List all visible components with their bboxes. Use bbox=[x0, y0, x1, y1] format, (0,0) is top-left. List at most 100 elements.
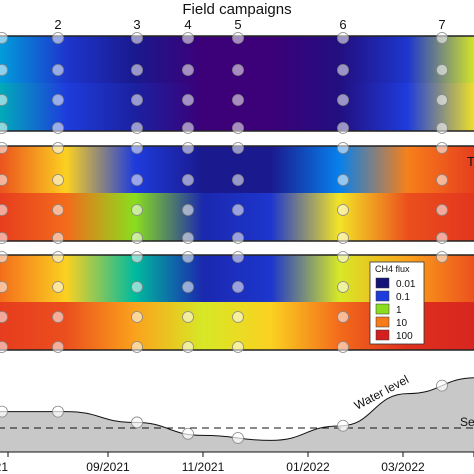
sample-point bbox=[0, 64, 8, 76]
sample-point bbox=[182, 311, 194, 323]
legend-swatch bbox=[375, 316, 390, 328]
sample-point bbox=[232, 251, 244, 263]
campaign-label: 3 bbox=[133, 17, 140, 32]
legend-label: 0.01 bbox=[396, 279, 416, 290]
legend-swatch bbox=[375, 303, 390, 315]
legend-label: 0.1 bbox=[396, 292, 410, 303]
legend-swatch bbox=[375, 290, 390, 302]
sample-point bbox=[131, 64, 143, 76]
sample-point bbox=[131, 174, 143, 186]
sample-point bbox=[232, 64, 244, 76]
sample-point bbox=[436, 232, 448, 244]
legend-title: CH4 flux bbox=[375, 264, 410, 274]
sample-point bbox=[0, 251, 8, 263]
sample-point bbox=[52, 32, 64, 44]
sample-point bbox=[131, 32, 143, 44]
sample-point bbox=[0, 204, 8, 216]
sample-point bbox=[436, 32, 448, 44]
legend-label: 1 bbox=[396, 305, 402, 316]
sample-point bbox=[52, 204, 64, 216]
heatmap-panel-1 bbox=[0, 35, 474, 132]
time-tick-label: 09/2021 bbox=[86, 460, 130, 474]
sample-point bbox=[131, 204, 143, 216]
svg-text:CH4 flux: CH4 flux bbox=[375, 264, 410, 274]
legend-swatch bbox=[375, 277, 390, 289]
sample-point bbox=[52, 94, 64, 106]
chart-title: Field campaigns bbox=[182, 1, 291, 18]
sample-point bbox=[232, 122, 244, 134]
sample-point bbox=[436, 94, 448, 106]
sample-point bbox=[232, 94, 244, 106]
sample-point bbox=[182, 281, 194, 293]
sample-point bbox=[182, 204, 194, 216]
sample-point bbox=[337, 64, 349, 76]
sample-point bbox=[182, 341, 194, 353]
sample-point bbox=[0, 281, 8, 293]
sample-point bbox=[232, 281, 244, 293]
sample-point bbox=[436, 142, 448, 154]
sample-point bbox=[131, 94, 143, 106]
sample-point bbox=[337, 341, 349, 353]
water-level-point bbox=[52, 405, 64, 418]
sample-point bbox=[436, 204, 448, 216]
sample-point bbox=[232, 311, 244, 323]
sample-point bbox=[182, 142, 194, 154]
sample-point bbox=[52, 281, 64, 293]
sample-point bbox=[337, 251, 349, 263]
reference-label: Se bbox=[460, 415, 474, 429]
sample-point bbox=[337, 32, 349, 44]
sample-point bbox=[0, 94, 8, 106]
water-level-point bbox=[131, 416, 143, 429]
legend-label: 100 bbox=[396, 331, 413, 342]
sample-point bbox=[0, 32, 8, 44]
sample-point bbox=[232, 341, 244, 353]
sample-point bbox=[52, 174, 64, 186]
sample-point bbox=[52, 341, 64, 353]
sample-point bbox=[232, 32, 244, 44]
campaign-label: 6 bbox=[339, 17, 346, 32]
sample-point bbox=[131, 232, 143, 244]
sample-point bbox=[0, 122, 8, 134]
sample-point bbox=[436, 122, 448, 134]
sample-point bbox=[0, 142, 8, 154]
sample-point bbox=[0, 341, 8, 353]
sample-point bbox=[182, 32, 194, 44]
sample-point bbox=[337, 204, 349, 216]
sample-point bbox=[337, 122, 349, 134]
sample-point bbox=[436, 251, 448, 263]
water-level-panel: Water level Se bbox=[0, 372, 474, 453]
sample-point bbox=[0, 174, 8, 186]
water-level-point bbox=[337, 419, 349, 432]
time-tick-label: 11/2021 bbox=[182, 460, 225, 474]
sample-point bbox=[0, 311, 8, 323]
sample-point bbox=[337, 281, 349, 293]
legend-swatch bbox=[375, 329, 390, 341]
sample-point bbox=[52, 142, 64, 154]
sample-point bbox=[182, 174, 194, 186]
sample-point bbox=[337, 311, 349, 323]
legend-label: 10 bbox=[396, 318, 408, 329]
campaign-label: 4 bbox=[184, 17, 191, 32]
sample-point bbox=[232, 142, 244, 154]
time-tick-label: 03/2022 bbox=[381, 460, 425, 474]
water-level-point bbox=[232, 432, 244, 444]
sample-point bbox=[232, 174, 244, 186]
sample-point bbox=[337, 232, 349, 244]
sample-point bbox=[182, 232, 194, 244]
sample-point bbox=[131, 341, 143, 353]
water-level-point bbox=[436, 379, 448, 392]
heatmap-panel-2: T bbox=[0, 145, 474, 242]
sample-point bbox=[337, 174, 349, 186]
sample-point bbox=[182, 64, 194, 76]
sample-point bbox=[337, 142, 349, 154]
sample-point bbox=[182, 251, 194, 263]
sample-point bbox=[52, 122, 64, 134]
sample-point bbox=[131, 122, 143, 134]
sample-point bbox=[52, 251, 64, 263]
sample-point bbox=[131, 251, 143, 263]
sample-point bbox=[0, 232, 8, 244]
campaign-label: 5 bbox=[234, 17, 241, 32]
sample-point bbox=[131, 281, 143, 293]
legend: CH4 flux 0.01 0.1 1 10 100 bbox=[369, 261, 425, 345]
